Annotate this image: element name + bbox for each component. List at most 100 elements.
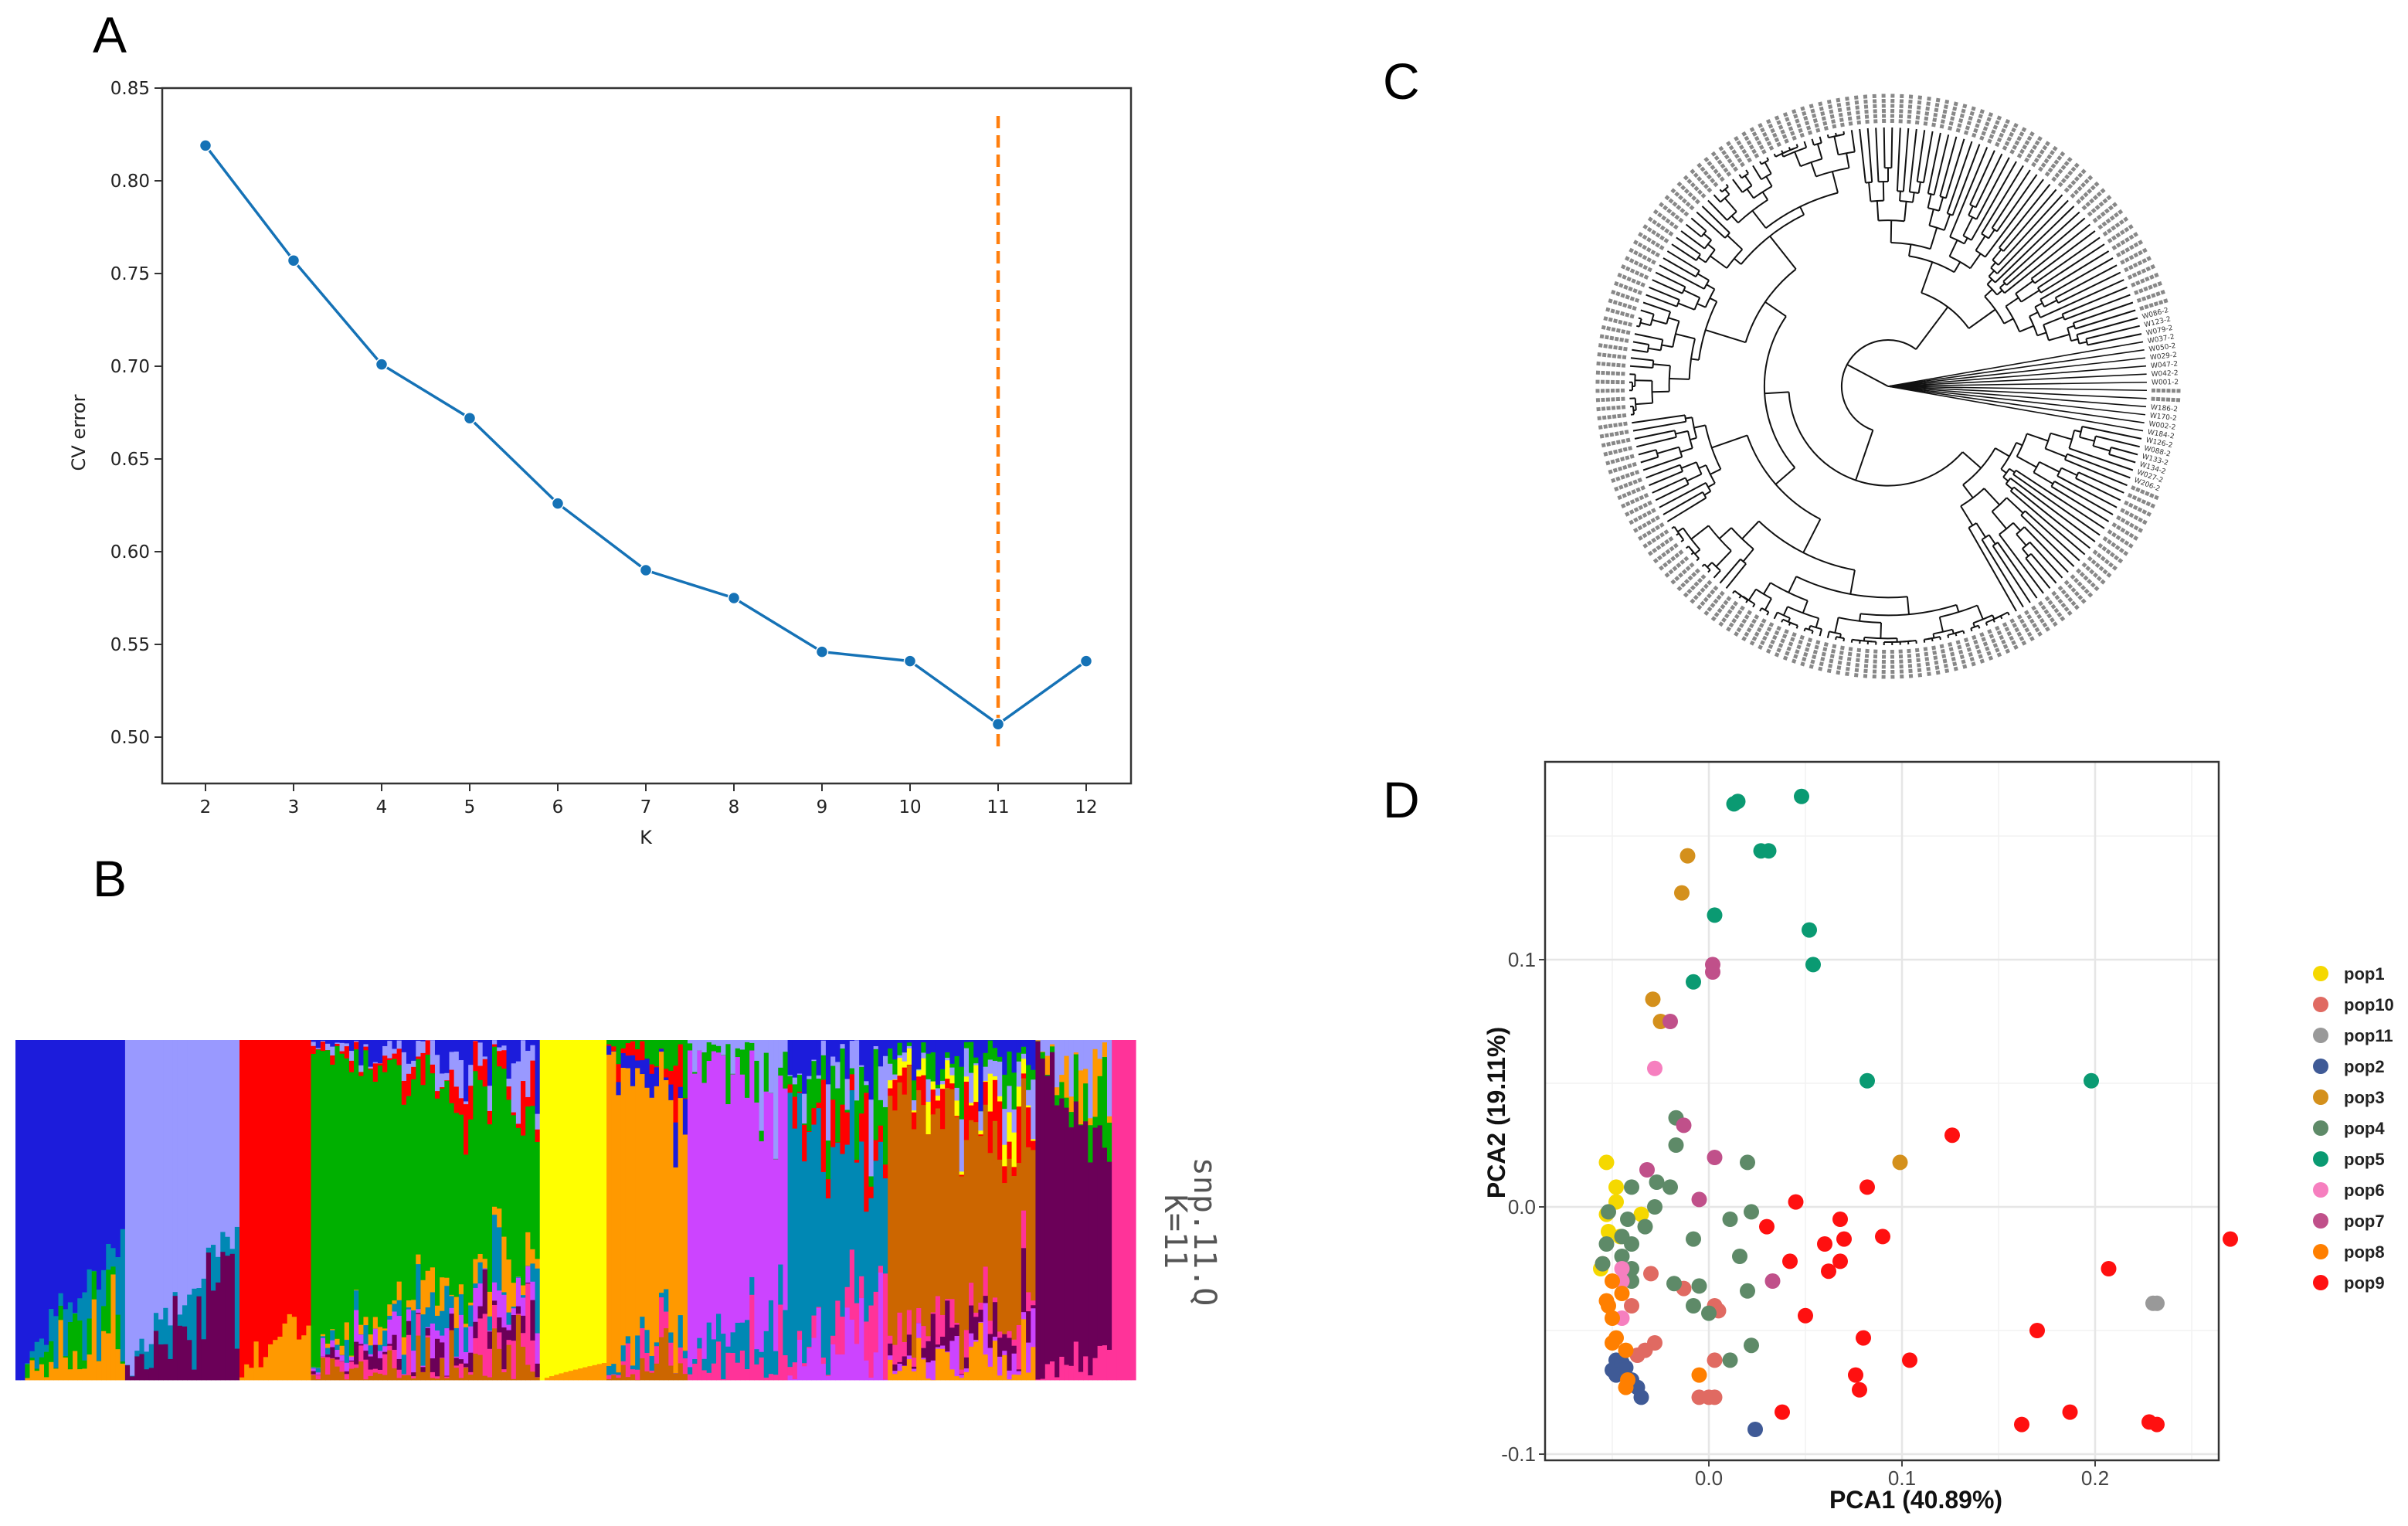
point-pop4	[1598, 1236, 1615, 1252]
ancestry-segment-blue	[882, 1040, 888, 1057]
scatter-points	[1593, 788, 2238, 1437]
tree-arc	[1782, 618, 1795, 625]
tree-branch	[1710, 468, 1721, 475]
ancestry-segment-pink	[477, 1318, 484, 1356]
tree-branch	[1646, 464, 1681, 479]
ancestry-segment-red	[983, 1082, 989, 1106]
ancestry-segment-red	[473, 1041, 479, 1072]
tree-branch	[1968, 206, 1974, 216]
ancestry-segment-teal	[115, 1257, 121, 1315]
ancestry-segment-pink	[987, 1320, 993, 1334]
ancestry-segment-orange	[897, 1371, 903, 1381]
ancestry-segment-orange	[506, 1259, 512, 1314]
ancestry-segment-lavender	[888, 1063, 893, 1081]
tree-branch	[1929, 227, 1938, 250]
ancestry-segment-lavender	[701, 1040, 708, 1053]
tree-branch	[2086, 325, 2140, 340]
ancestry-segment-green	[963, 1042, 970, 1049]
tree-branch	[2005, 483, 2013, 490]
tree-branch	[1707, 569, 1711, 573]
ancestry-segment-orange	[420, 1280, 426, 1315]
tree-branch	[2073, 429, 2081, 433]
ancestry-segment-purple	[1011, 1345, 1017, 1354]
tree-branch	[1629, 365, 1653, 369]
tree-branch	[1850, 639, 1853, 643]
point-pop3	[1645, 991, 1661, 1008]
tree-arc	[1865, 181, 1873, 184]
ancestry-segment-pink	[844, 1286, 851, 1308]
y-axis-label: CV error	[68, 394, 90, 471]
ancestry-segment-green	[1007, 1052, 1013, 1086]
point-pop7	[1676, 1117, 1692, 1133]
ancestry-segment-teal	[234, 1226, 240, 1349]
ancestry-segment-red	[892, 1079, 898, 1111]
ancestry-segment-teal	[654, 1342, 660, 1347]
ancestry-segment-magenta	[763, 1091, 769, 1332]
tree-branch	[1859, 128, 1866, 183]
ancestry-segment-blue	[668, 1084, 674, 1101]
ancestry-segment-red	[253, 1040, 260, 1342]
ancestry-segment-orange	[592, 1365, 598, 1381]
ancestry-segment-teal	[139, 1338, 145, 1354]
point-pop2	[1747, 1422, 1763, 1437]
ancestry-segment-lavender	[745, 1040, 750, 1043]
point-pop2	[1633, 1389, 1649, 1405]
tree-branch	[2012, 522, 2022, 532]
ancestry-segment-brown	[458, 1378, 464, 1381]
tree-branch	[2010, 490, 2086, 556]
ancestry-segment-pink	[521, 1333, 526, 1348]
tree-arc	[2079, 426, 2084, 438]
ancestry-segment-red	[535, 1129, 541, 1143]
legend-swatch-pop6	[2313, 1182, 2328, 1198]
ancestry-segment-green	[458, 1114, 464, 1285]
ancestry-segment-lavender	[411, 1060, 416, 1068]
tree-branch	[1632, 348, 1648, 353]
point-pop3	[1679, 848, 1696, 864]
ancestry-segment-pink	[515, 1314, 521, 1316]
ancestry-segment-red	[835, 1142, 841, 1144]
point-pop5	[2084, 1072, 2099, 1089]
tree-branch	[2057, 271, 2121, 304]
point-pop9	[1788, 1194, 1804, 1210]
ancestry-segment-blue	[320, 1040, 326, 1042]
ancestry-segment-teal	[411, 1310, 416, 1351]
ancestry-segment-brown	[926, 1134, 932, 1337]
tree-branch	[1997, 542, 2038, 599]
ancestry-segment-pink	[392, 1349, 398, 1369]
point-pop9	[1782, 1253, 1798, 1269]
ancestry-segment-orange	[902, 1366, 908, 1381]
ancestry-segment-yellow	[997, 1096, 1003, 1102]
ancestry-segment-brown	[425, 1337, 431, 1381]
tree-branch	[1685, 416, 1693, 420]
ancestry-segment-orange	[444, 1277, 450, 1286]
tree-arc	[1704, 425, 1722, 470]
ancestry-segment-blue	[873, 1040, 879, 1047]
ancestry-segment-red	[630, 1041, 636, 1056]
tree-branch	[1799, 206, 1805, 216]
ancestry-segment-purple	[525, 1283, 531, 1284]
ancestry-segment-blue	[849, 1040, 855, 1042]
ancestry-segment-pink	[640, 1327, 646, 1359]
ancestry-segment-purple	[506, 1330, 512, 1341]
tree-branch	[1988, 229, 1995, 240]
tree-branch	[1992, 614, 1995, 620]
point-pop5	[1761, 843, 1777, 859]
ancestry-segment-lavender	[840, 1044, 846, 1049]
ancestry-segment-lavender	[711, 1040, 717, 1045]
ancestry-segment-teal	[849, 1089, 855, 1250]
tree-branch	[1991, 511, 2007, 530]
ancestry-segment-brown	[940, 1129, 946, 1316]
ancestry-segment-orange	[473, 1259, 479, 1284]
tree-branch	[2067, 325, 2075, 329]
ancestry-segment-magenta	[434, 1330, 440, 1340]
x-tick-label: 5	[464, 797, 476, 817]
ancestry-segment-teal	[487, 1316, 493, 1331]
ancestry-segment-teal	[745, 1320, 750, 1370]
tree-branch	[1998, 194, 2063, 266]
ancestry-segment-green	[464, 1154, 469, 1324]
ancestry-segment-red	[963, 1081, 970, 1140]
ancestry-segment-blue	[983, 1040, 989, 1054]
ancestry-segment-magenta	[511, 1308, 517, 1316]
ancestry-segment-blue	[20, 1040, 25, 1381]
